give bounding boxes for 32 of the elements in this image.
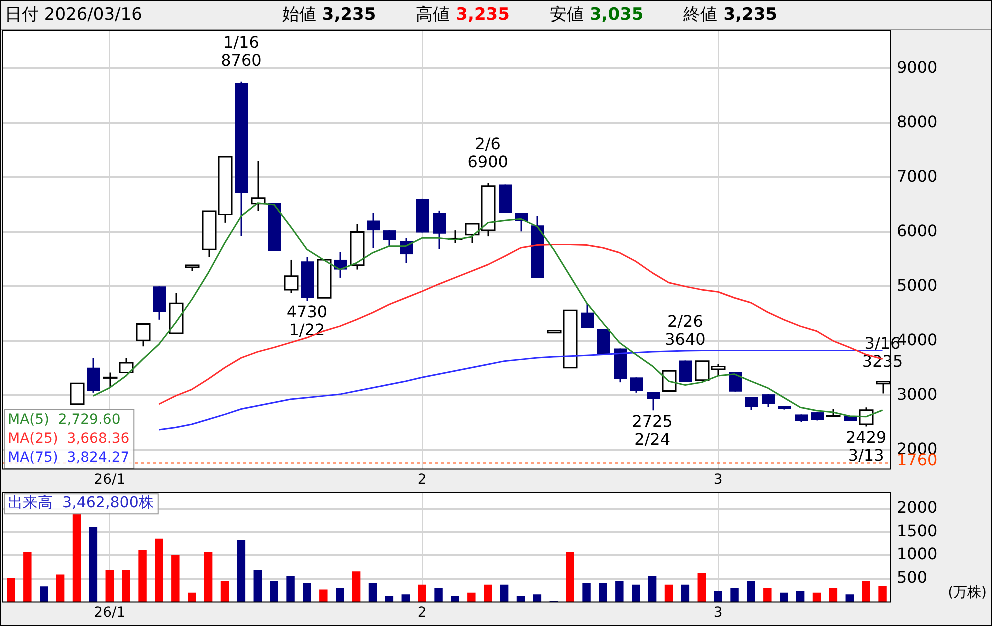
- y-tick-label: 7000: [897, 166, 938, 186]
- text: 終値 3,235: [684, 4, 778, 27]
- x-tick-label: 26/1: [94, 605, 126, 622]
- y-tick-label: 8000: [897, 112, 938, 132]
- text: MA(75) 3,824.27: [8, 450, 130, 466]
- y-tick-label: 1500: [897, 521, 938, 540]
- text: MA(25) 3,668.36: [8, 430, 130, 447]
- annotation: 1/16 8760: [221, 32, 262, 70]
- x-tick-label: 3: [714, 472, 723, 488]
- y-tick-label: 9000: [897, 58, 938, 77]
- text: 高値 3,235: [416, 4, 510, 27]
- text: 始値 3,235: [282, 4, 376, 27]
- y-tick-label: 5000: [897, 276, 938, 295]
- annotation: 2/6 6900: [468, 134, 508, 172]
- x-tick-label: 3: [714, 605, 723, 622]
- series-label: MA(5) 2,729.60: [8, 412, 121, 428]
- y-tick-label: 3000: [897, 384, 938, 404]
- x-tick-label: 26/1: [94, 472, 126, 488]
- annotation: 2/26 3640: [665, 312, 706, 349]
- y-tick-label: 500: [897, 568, 928, 588]
- text: 安値 3,035: [550, 4, 644, 27]
- y-tick-label: 1000: [897, 544, 938, 564]
- annotation: 2725 2/24: [632, 412, 673, 449]
- y-tick-label: 2000: [897, 498, 938, 518]
- x-tick-label: 2: [418, 605, 427, 622]
- y-tick-label: 6000: [897, 221, 938, 240]
- x-tick-label: 2: [418, 472, 427, 488]
- annotation: 出来高 3,462,800株: [8, 493, 154, 512]
- y-axis-title: (万株): [948, 584, 987, 601]
- annotation: 2429 3/13: [846, 428, 887, 465]
- annotation: 4730 1/22: [286, 302, 328, 340]
- chart-title: 日付 2026/03/16: [5, 4, 142, 27]
